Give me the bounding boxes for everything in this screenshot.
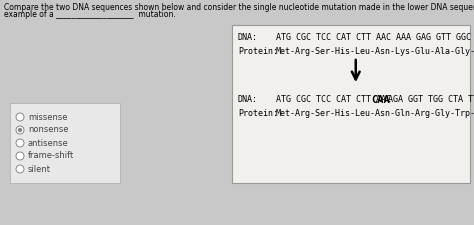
Text: Protein:: Protein: <box>238 109 278 118</box>
FancyBboxPatch shape <box>232 25 470 183</box>
Text: example of a ____________________  mutation.: example of a ____________________ mutati… <box>4 10 176 19</box>
Circle shape <box>16 126 24 134</box>
Text: DNA:: DNA: <box>238 33 258 42</box>
Text: Met-Arg-Ser-His-Leu-Asn-Lys-Glu-Ala-Gly-Tyr-Phe: Met-Arg-Ser-His-Leu-Asn-Lys-Glu-Ala-Gly-… <box>276 47 474 56</box>
Text: AGA GGT TGG CTA TTT T: AGA GGT TGG CTA TTT T <box>383 95 474 104</box>
Text: antisense: antisense <box>28 139 69 148</box>
Circle shape <box>16 152 24 160</box>
Circle shape <box>16 165 24 173</box>
Text: Compare the two DNA sequences shown below and consider the single nucleotide mut: Compare the two DNA sequences shown belo… <box>4 3 474 12</box>
Text: silent: silent <box>28 164 51 173</box>
Text: ATG CGC TCC CAT CTT AAC AAA GAG GTT GGC TAT TTT: ATG CGC TCC CAT CTT AAC AAA GAG GTT GGC … <box>276 33 474 42</box>
Text: Protein:: Protein: <box>238 47 278 56</box>
Text: missense: missense <box>28 112 67 122</box>
Text: frame-shift: frame-shift <box>28 151 74 160</box>
FancyBboxPatch shape <box>10 103 120 183</box>
Circle shape <box>18 128 22 132</box>
Text: ATG CGC TCC CAT CTT AAC: ATG CGC TCC CAT CTT AAC <box>276 95 396 104</box>
Text: nonsense: nonsense <box>28 126 69 135</box>
Text: CAA: CAA <box>371 95 390 105</box>
Text: Met-Arg-Ser-His-Leu-Asn-Gln-Arg-Gly-Trp-Leu-Phe-: Met-Arg-Ser-His-Leu-Asn-Gln-Arg-Gly-Trp-… <box>276 109 474 118</box>
Text: DNA:: DNA: <box>238 95 258 104</box>
Circle shape <box>16 113 24 121</box>
Circle shape <box>16 139 24 147</box>
